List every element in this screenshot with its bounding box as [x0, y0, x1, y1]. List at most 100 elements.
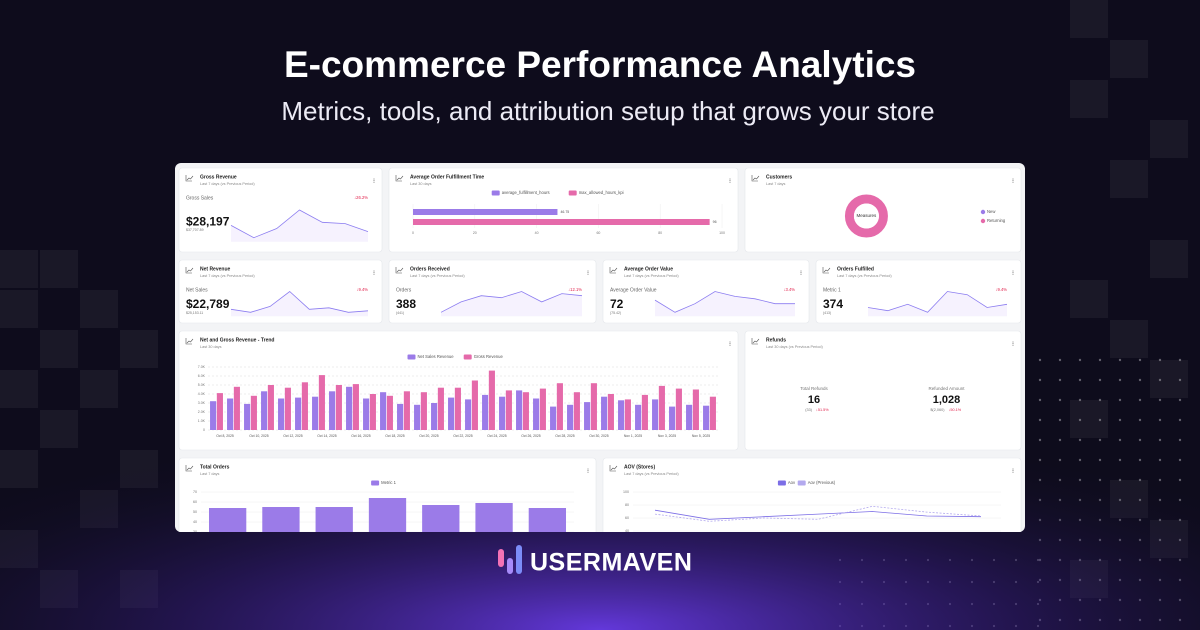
card-menu [1012, 468, 1014, 470]
x-tick-label: Oct 12, 2025 [283, 434, 303, 438]
card-menu [587, 471, 589, 473]
card-subtitle: Last 7 days (vs Previous Period) [624, 274, 679, 278]
card-icon [822, 267, 831, 274]
deco-square [0, 250, 38, 288]
x-tick-label: 60 [596, 231, 600, 235]
card-title: Orders Fulfilled [837, 266, 874, 272]
bar [482, 394, 489, 430]
bar [413, 209, 558, 215]
card-menu [373, 273, 375, 275]
bar [414, 404, 421, 430]
deco-square [1070, 0, 1108, 38]
stat-change: ↓51.5% [816, 408, 829, 412]
card [178, 259, 383, 324]
deco-square [1150, 240, 1188, 278]
stat-label: Total Refunds [800, 386, 828, 391]
x-tick-label: Oct 24, 2025 [487, 434, 507, 438]
card-menu [587, 470, 589, 472]
metric-previous: $37,707.89 [186, 228, 204, 232]
x-tick-label: Oct 28, 2025 [555, 434, 575, 438]
card-menu [373, 181, 375, 183]
bar [686, 404, 693, 430]
card-subtitle: Last 7 days [766, 182, 786, 186]
card-menu [729, 178, 731, 180]
bar [437, 387, 444, 430]
card-menu [587, 273, 589, 275]
sparkline [230, 290, 369, 313]
bar [315, 507, 353, 532]
title: E-commerce Performance Analytics [284, 44, 916, 85]
bar [329, 391, 336, 430]
x-tick-label: Oct 18, 2025 [385, 434, 405, 438]
bar [499, 396, 506, 430]
deco-square [1110, 160, 1148, 198]
bar [295, 397, 302, 430]
card-menu [729, 180, 731, 182]
legend-swatch [568, 190, 577, 196]
legend-label: Gross Revenue [474, 354, 504, 359]
card-subtitle: Last 30 days (vs Previous Period) [766, 345, 824, 349]
card-menu [800, 272, 802, 274]
x-tick-label: Nov 3, 2025 [658, 434, 676, 438]
x-tick-label: Nov 1, 2025 [624, 434, 642, 438]
metric-value: $22,789 [186, 297, 230, 311]
x-tick-label: 80 [658, 231, 662, 235]
card-icon [185, 465, 194, 472]
y-tick-label: 40 [625, 529, 629, 533]
bar [369, 394, 376, 430]
card-menu [373, 270, 375, 272]
bar [539, 388, 546, 430]
logo-icon [498, 545, 522, 574]
card-menu [1012, 181, 1014, 183]
bar [454, 387, 461, 430]
bar [431, 403, 438, 430]
bar [267, 385, 274, 430]
bar [210, 401, 217, 430]
metric-change: ↓26.2% [354, 195, 368, 200]
metric-change: ↓12.1% [568, 287, 582, 292]
legend-swatch [777, 480, 786, 486]
deco-square [1110, 40, 1148, 78]
x-tick-label: 100 [719, 231, 725, 235]
line-series [654, 509, 982, 520]
bar [624, 399, 631, 430]
card-title: Net Revenue [200, 266, 231, 272]
bar [261, 391, 268, 430]
legend-label: average_fulfillment_hours [502, 190, 550, 195]
x-tick-label: 0 [412, 231, 414, 235]
bar [709, 396, 716, 430]
deco-square [0, 290, 38, 328]
bar [352, 384, 359, 430]
card-icon [751, 338, 760, 345]
card-icon [185, 338, 194, 345]
y-tick-label: 7.0K [198, 365, 206, 369]
card-title: AOV (Stores) [624, 464, 655, 470]
bar [641, 394, 648, 430]
metric-label: Gross Sales [186, 195, 214, 201]
card-subtitle: Last 7 days (vs Previous Period) [200, 274, 255, 278]
legend-swatch [797, 480, 806, 486]
deco-square [40, 250, 78, 288]
bar [227, 398, 234, 430]
card-menu [1012, 343, 1014, 345]
bar [420, 392, 427, 430]
bar [528, 508, 567, 532]
card-menu [373, 180, 375, 182]
card-title: Gross Revenue [200, 174, 237, 180]
card-menu [800, 270, 802, 272]
card [815, 259, 1022, 324]
x-tick-label: Oct 16, 2025 [351, 434, 371, 438]
card-subtitle: Last 7 days [200, 472, 220, 476]
card-subtitle: Last 30 days [200, 345, 222, 349]
legend-label: Returning [987, 218, 1006, 223]
card-menu [729, 181, 731, 183]
stat-previous: (33) [805, 408, 812, 412]
y-tick-label: 100 [623, 490, 629, 494]
metric-value: 374 [823, 297, 843, 311]
bar [533, 398, 540, 430]
y-tick-label: 40 [193, 520, 197, 524]
sparkline-area [655, 291, 795, 317]
y-tick-label: 1.0K [198, 419, 206, 423]
bar-value: 96 [713, 220, 717, 224]
bar [675, 388, 682, 430]
